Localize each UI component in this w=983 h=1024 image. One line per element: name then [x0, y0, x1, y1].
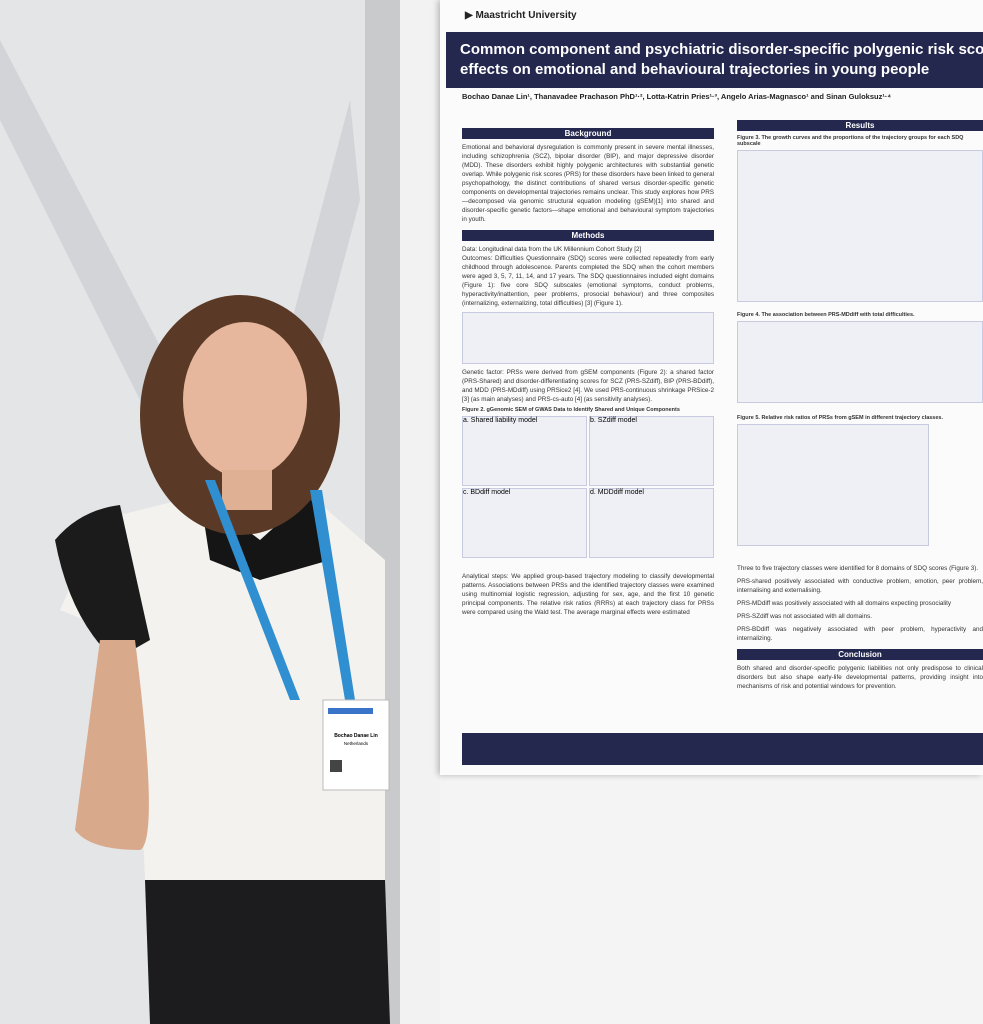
bullet: PRS-shared positively associated with co… [737, 578, 983, 594]
panel [400, 0, 440, 1024]
figure-caption: Figure 3. The growth curves and the prop… [737, 135, 964, 147]
section-heading: Results [737, 120, 983, 131]
bullet: Outcomes: Difficulties Questionnaire (SD… [462, 255, 714, 307]
bullet: Data: Longitudinal data from the UK Mill… [462, 246, 642, 253]
figure-3 [737, 150, 983, 302]
badge [322, 699, 390, 791]
figure-5 [737, 424, 929, 546]
institution: ▶ Maastricht University [465, 10, 577, 21]
panel: d. MDDdiff model [589, 488, 714, 558]
badge-name: Bochao Danae Lin [334, 733, 378, 739]
bullet: Analytical steps: We applied group-based… [462, 573, 714, 616]
neck [222, 470, 272, 510]
figure-caption: Figure 4. The association between PRS-MD… [737, 312, 915, 318]
figure-2: a. Shared liability model b. SZdiff mode… [462, 416, 714, 558]
bullet: Genetic factor: PRSs were derived from g… [462, 369, 714, 403]
title-line: effects on emotional and behavioural tra… [460, 61, 930, 78]
panel: b. SZdiff model [589, 416, 714, 486]
title-bar: Common component and psychiatric disorde… [446, 32, 983, 88]
panel: a. Shared liability model [462, 416, 587, 486]
paragraph: Both shared and disorder-specific polyge… [737, 665, 983, 690]
badge-country: Netherlands [344, 741, 369, 746]
bullet: PRS-BDdiff was negatively associated wit… [737, 626, 983, 642]
collar [200, 495, 330, 580]
badge-logo [328, 708, 373, 714]
bullet: Three to five trajectory classes were id… [737, 565, 979, 572]
poster: ▶ Maastricht University Common component… [440, 0, 983, 775]
badge-qr [330, 760, 342, 772]
figure-1 [462, 312, 714, 364]
panel: c. BDdiff model [462, 488, 587, 558]
lanyard [205, 480, 355, 700]
board [440, 775, 983, 1024]
title-line: Common component and psychiatric disorde… [460, 41, 983, 58]
bullet: PRS-MDdiff was positively associated wit… [737, 600, 952, 607]
paragraph: Emotional and behavioral dysregulation i… [462, 144, 714, 223]
sleeve-trim [55, 505, 150, 660]
section-heading: Conclusion [737, 649, 983, 660]
face [183, 322, 307, 478]
authors: Bochao Danae Lin¹, Thanavadee Prachason … [462, 92, 892, 101]
section-heading: Methods [462, 230, 714, 241]
pants [145, 880, 390, 1024]
figure-caption: Figure 2. gGenomic SEM of GWAS Data to I… [462, 407, 680, 413]
arm [75, 640, 149, 850]
figure-caption: Figure 5. Relative risk ratios of PRSs f… [737, 415, 944, 421]
section-heading: Background [462, 128, 714, 139]
footer [462, 733, 983, 765]
institution-name: Maastricht University [475, 10, 577, 21]
bullet: PRS-SZdiff was not associated with all d… [737, 613, 872, 620]
figure-4 [737, 321, 983, 403]
